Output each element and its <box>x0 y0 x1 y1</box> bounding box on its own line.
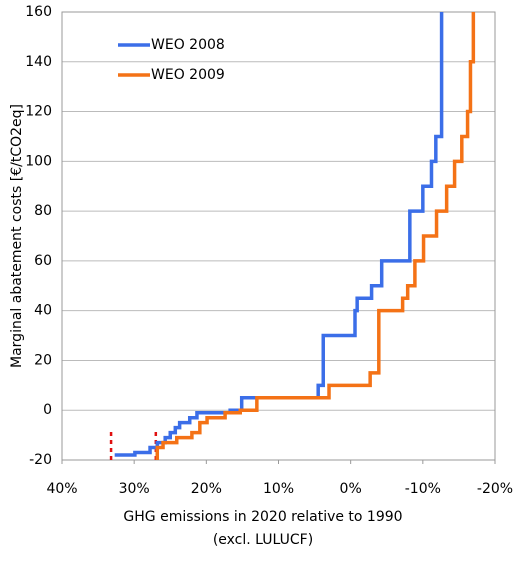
y-tick-label: 120 <box>25 104 52 120</box>
series-line <box>155 12 476 460</box>
x-tick-label: -10% <box>405 481 441 497</box>
y-tick-label: 160 <box>25 4 52 20</box>
legend-label: WEO 2009 <box>151 67 225 83</box>
y-tick-label: 40 <box>34 303 52 319</box>
x-axis-title: (excl. LULUCF) <box>213 532 313 548</box>
x-tick-label: 40% <box>46 481 77 497</box>
x-tick-label: -20% <box>477 481 513 497</box>
y-tick-label: 20 <box>34 352 52 368</box>
x-tick-label: 0% <box>340 481 362 497</box>
x-tick-label: 30% <box>119 481 150 497</box>
y-tick-label: 80 <box>34 203 52 219</box>
y-tick-label: 60 <box>34 253 52 269</box>
legend-label: WEO 2008 <box>151 37 225 53</box>
y-tick-label: 140 <box>25 54 52 70</box>
x-tick-label: 20% <box>191 481 222 497</box>
x-tick-label: 10% <box>263 481 294 497</box>
y-axis-title: Marginal abatement costs [€/tCO2eq] <box>9 104 25 368</box>
x-axis-title: GHG emissions in 2020 relative to 1990 <box>123 509 402 525</box>
y-tick-label: 100 <box>25 153 52 169</box>
y-tick-label: 0 <box>43 402 52 418</box>
y-tick-label: -20 <box>29 452 52 468</box>
